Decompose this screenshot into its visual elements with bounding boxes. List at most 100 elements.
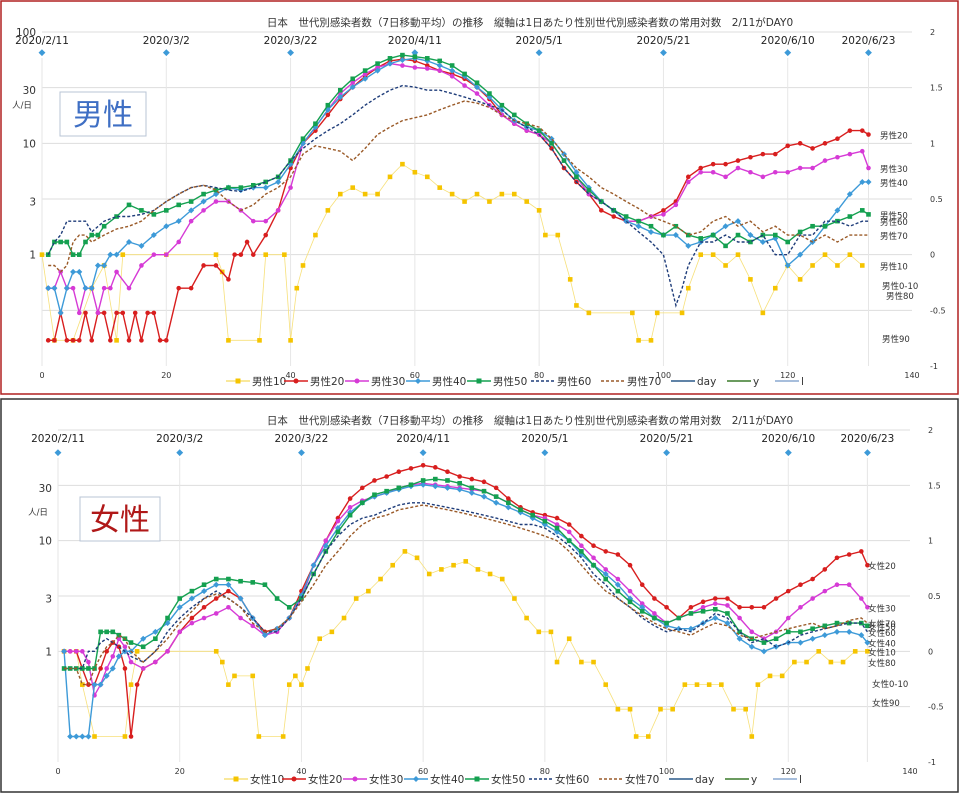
data-point bbox=[664, 620, 669, 626]
data-point bbox=[859, 549, 864, 554]
data-point bbox=[506, 496, 511, 501]
data-point bbox=[469, 476, 475, 482]
data-point bbox=[835, 136, 840, 142]
data-point bbox=[462, 199, 467, 204]
data-point bbox=[462, 83, 467, 88]
panel-frame bbox=[0, 0, 959, 395]
data-point bbox=[785, 239, 791, 245]
data-point bbox=[725, 596, 730, 601]
data-point bbox=[115, 653, 122, 660]
data-point bbox=[661, 212, 666, 217]
data-point bbox=[362, 75, 369, 82]
data-point bbox=[157, 338, 163, 343]
data-point bbox=[107, 251, 114, 258]
data-point bbox=[859, 596, 864, 601]
data-point bbox=[238, 615, 243, 621]
date-marker: ◆ bbox=[176, 448, 183, 458]
data-point bbox=[310, 562, 317, 569]
data-point bbox=[735, 218, 741, 225]
data-point bbox=[200, 198, 207, 205]
data-point bbox=[322, 542, 329, 549]
data-point bbox=[449, 63, 455, 68]
data-point bbox=[847, 128, 853, 133]
date-marker: ◆ bbox=[298, 448, 305, 458]
data-point bbox=[567, 277, 573, 282]
data-point bbox=[424, 66, 430, 71]
x-tick-label: 100 bbox=[659, 767, 674, 776]
data-point bbox=[846, 191, 853, 198]
data-point bbox=[809, 635, 816, 642]
series-s50: 男性50 bbox=[45, 52, 908, 257]
data-point bbox=[237, 595, 244, 602]
data-point bbox=[76, 268, 83, 275]
y2-tick-label: 0.5 bbox=[928, 592, 941, 601]
data-point bbox=[611, 214, 617, 219]
data-point bbox=[457, 480, 462, 486]
data-point bbox=[88, 285, 95, 292]
data-point bbox=[151, 310, 157, 316]
y2-tick-label: 2 bbox=[928, 426, 933, 435]
data-point bbox=[58, 239, 63, 245]
data-point bbox=[82, 285, 89, 292]
data-point bbox=[101, 262, 108, 269]
data-point bbox=[712, 601, 718, 606]
data-point bbox=[201, 604, 207, 610]
series-s60: 男性60 bbox=[47, 84, 908, 308]
data-point bbox=[797, 251, 804, 258]
data-point bbox=[238, 578, 243, 584]
data-point bbox=[317, 636, 322, 642]
data-point bbox=[226, 682, 231, 687]
data-point bbox=[108, 285, 113, 291]
data-point bbox=[153, 659, 158, 665]
data-point bbox=[773, 596, 779, 601]
legend-swatch-marker bbox=[413, 776, 419, 782]
data-point bbox=[63, 285, 70, 292]
data-point bbox=[574, 174, 579, 180]
data-point bbox=[866, 165, 871, 171]
data-point bbox=[511, 121, 517, 127]
data-point bbox=[722, 223, 729, 230]
data-point bbox=[151, 212, 157, 217]
legend-swatch-marker bbox=[291, 776, 297, 782]
data-point bbox=[163, 208, 169, 213]
data-point bbox=[412, 169, 418, 175]
data-point bbox=[737, 604, 742, 610]
data-point bbox=[176, 604, 183, 611]
data-point bbox=[188, 199, 194, 204]
data-point bbox=[152, 628, 159, 635]
data-point bbox=[305, 666, 310, 671]
data-point bbox=[779, 673, 785, 679]
data-point bbox=[859, 208, 865, 213]
data-point bbox=[89, 232, 95, 238]
data-point bbox=[263, 232, 269, 238]
data-point bbox=[555, 232, 561, 238]
data-point bbox=[444, 484, 451, 491]
series-s70: 男性70 bbox=[48, 100, 908, 273]
legend-swatch-marker bbox=[474, 776, 480, 782]
panel-label: 男性 bbox=[73, 98, 133, 133]
series-line bbox=[64, 504, 868, 686]
data-point bbox=[213, 649, 219, 654]
extra-end-label: 女性90 bbox=[872, 698, 900, 709]
extra-end-label: 男性80 bbox=[886, 291, 914, 302]
data-point bbox=[603, 682, 609, 687]
data-point bbox=[61, 666, 67, 671]
data-point bbox=[67, 649, 73, 654]
series-end-label: 女性60 bbox=[868, 628, 896, 639]
data-point bbox=[94, 262, 101, 269]
series-line bbox=[47, 84, 869, 308]
legend-entry: 女性10 bbox=[250, 773, 284, 786]
date-label: 2020/5/1 bbox=[516, 35, 563, 47]
data-point bbox=[835, 154, 840, 160]
data-point bbox=[114, 338, 119, 343]
data-point bbox=[810, 626, 815, 632]
data-point bbox=[688, 611, 694, 616]
data-point bbox=[511, 112, 517, 118]
legend-entry: 女性70 bbox=[625, 773, 659, 786]
data-point bbox=[846, 628, 853, 635]
data-point bbox=[128, 734, 134, 739]
y2-tick-label: -1 bbox=[930, 362, 938, 371]
data-point bbox=[723, 161, 728, 167]
legend-entry: day bbox=[697, 376, 716, 388]
